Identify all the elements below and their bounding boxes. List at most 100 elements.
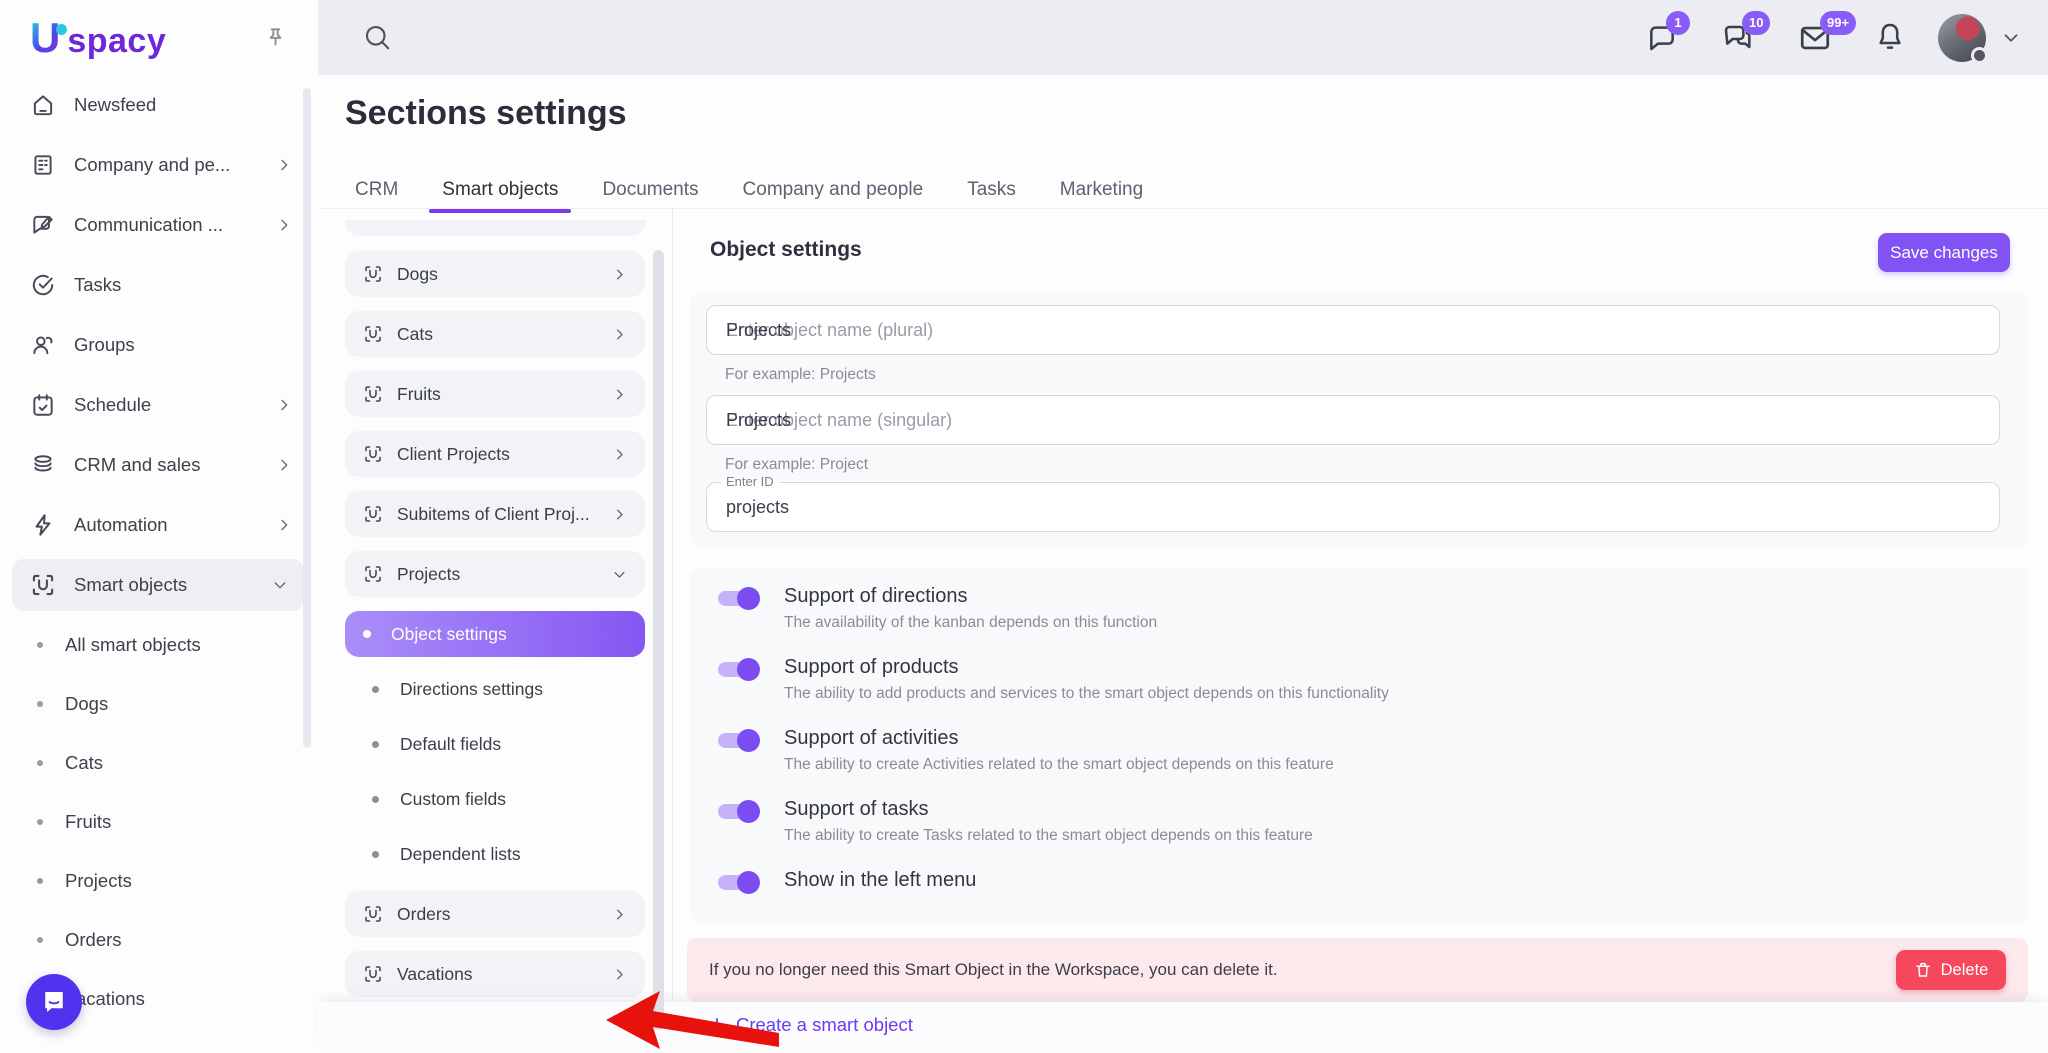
sidebar-item-automation[interactable]: Automation [0,495,318,555]
sidebar-subitem-orders[interactable]: Orders [0,910,318,969]
sidebar-subitem-label: Fruits [65,810,112,832]
chat-launcher-icon [45,992,63,1012]
object-nav-item-vacations[interactable]: Vacations [345,951,645,997]
sidebar-item-label: Groups [74,334,135,355]
object-nav-label: Client Projects [397,443,510,464]
page-title: Sections settings [345,94,627,132]
tab-tasks[interactable]: Tasks [954,170,1029,210]
object-nav-item-cats[interactable]: Cats [345,311,645,357]
sidebar-item-groups[interactable]: Groups [0,315,318,375]
object-nav-item-partial[interactable] [345,220,645,236]
object-nav-section-label: Dependent lists [400,843,521,864]
group-chat-button[interactable]: 10 [1722,10,1771,55]
object-nav-item-fruits[interactable]: Fruits [345,371,645,417]
object-nav-item-orders[interactable]: Orders [345,891,645,937]
chat-launcher-button[interactable] [26,974,82,1030]
object-nav-item-dogs[interactable]: Dogs [345,251,645,297]
sidebar-subitem-dogs[interactable]: Dogs [0,674,318,733]
object-nav-item-projects[interactable]: Projects [345,551,645,597]
toggle-description: The ability to create Activities related… [784,756,1334,773]
delete-button[interactable]: Delete [1896,950,2006,990]
input-value: projects [726,497,790,517]
trash-icon [1915,962,1930,977]
object-name-singular-input[interactable]: Enter object name (singular) Projects [706,395,2000,445]
toggle-show-in-left-menu[interactable] [718,870,760,894]
uspacy-logo[interactable]: U spacy [30,14,166,62]
chevron-right-icon [281,399,288,411]
toggle-row-support-of-products: Support of products The ability to add p… [718,656,1389,703]
tab-company-and-people[interactable]: Company and people [730,170,937,210]
object-nav-section-directions-settings[interactable]: Directions settings [345,666,645,712]
plus-icon [710,1018,724,1032]
object-nav-section-dependent-lists[interactable]: Dependent lists [345,831,645,877]
notifications-button[interactable] [1874,21,1908,55]
pin-sidebar-button[interactable] [262,25,288,51]
sidebar-item-schedule[interactable]: Schedule [0,375,318,435]
smart-object-icon [365,566,381,582]
object-nav-section-custom-fields[interactable]: Custom fields [345,776,645,822]
home-icon [33,95,53,116]
helper-text: For example: Projects [725,366,876,383]
toggle-support-of-tasks[interactable] [718,799,760,823]
object-nav-section-default-fields[interactable]: Default fields [345,721,645,767]
tab-label: Tasks [967,179,1016,200]
sidebar-item-newsfeed[interactable]: Newsfeed [0,75,318,135]
tab-marketing[interactable]: Marketing [1047,170,1156,210]
sidebar-subitem-label: Dogs [65,692,109,714]
tab-smart-objects[interactable]: Smart objects [429,170,572,213]
input-placeholder: Enter object name (plural) [726,320,934,340]
bullet-icon [37,818,43,825]
smart-object-icon [365,506,381,522]
create-smart-object-button[interactable]: Create a smart object [708,1014,913,1036]
sidebar-item-company-and-people[interactable]: Company and pe... [0,135,318,195]
object-nav-item-subitems-of-client-projects[interactable]: Subitems of Client Proj... [345,491,645,537]
tab-label: CRM [355,179,399,200]
chat-button[interactable]: 1 [1646,10,1690,55]
sidebar-item-smart-objects[interactable]: Smart objects [12,559,304,611]
toggle-support-of-directions[interactable] [718,586,760,610]
smart-object-icon [365,266,381,282]
bottom-bar: Create a smart object [318,1002,2048,1053]
tab-bar: CRM Smart objects Documents Company and … [333,170,1165,213]
calendar-icon [33,394,53,416]
chevron-right-icon [617,969,623,979]
object-name-plural-input[interactable]: Enter object name (plural) Projects [706,305,2000,355]
toggle-support-of-products[interactable] [718,657,760,681]
status-dot [1971,46,1988,64]
sidebar-subitem-all-smart-objects[interactable]: All smart objects [0,615,318,674]
sidebar-scrollbar[interactable] [303,88,311,748]
sidebar-item-crm-and-sales[interactable]: CRM and sales [0,435,318,495]
save-changes-button[interactable]: Save changes [1878,233,2010,272]
sidebar-item-label: Automation [74,514,168,535]
sidebar-item-label: CRM and sales [74,454,201,475]
sidebar-subitem-fruits[interactable]: Fruits [0,792,318,851]
chevron-right-icon [281,159,288,171]
object-id-input[interactable]: Enter ID projects [706,474,2000,532]
sidebar-item-label: Company and pe... [74,154,231,175]
object-nav: Dogs Cats Fruits Client Projects Subitem… [318,220,672,1011]
tab-label: Smart objects [442,179,559,200]
account-chevron-down-icon[interactable] [2000,27,2022,49]
avatar[interactable] [1938,13,1988,64]
object-nav-item-client-projects[interactable]: Client Projects [345,431,645,477]
search-button[interactable] [362,22,394,54]
bullet-icon [37,936,43,943]
sidebar-subitem-projects[interactable]: Projects [0,851,318,910]
sidebar-subitem-cats[interactable]: Cats [0,733,318,792]
toggle-support-of-activities[interactable] [718,728,760,752]
logo-text: spacy [67,21,167,60]
mail-badge: 99+ [1820,10,1857,35]
sidebar-item-communication[interactable]: Communication ... [0,195,318,255]
helper-text: For example: Project [725,456,868,473]
object-nav-scrollbar[interactable] [653,250,664,1030]
sidebar-item-tasks[interactable]: Tasks [0,255,318,315]
bullet-icon [37,759,43,766]
object-nav-section-object-settings[interactable]: Object settings [345,611,645,657]
mail-button[interactable]: 99+ [1798,10,1857,55]
tab-documents[interactable]: Documents [589,170,711,210]
chevron-right-icon [281,219,288,231]
smart-object-icon [365,446,381,462]
tab-crm[interactable]: CRM [342,170,411,210]
groups-icon [33,336,53,355]
group-chat-badge: 10 [1742,10,1771,35]
